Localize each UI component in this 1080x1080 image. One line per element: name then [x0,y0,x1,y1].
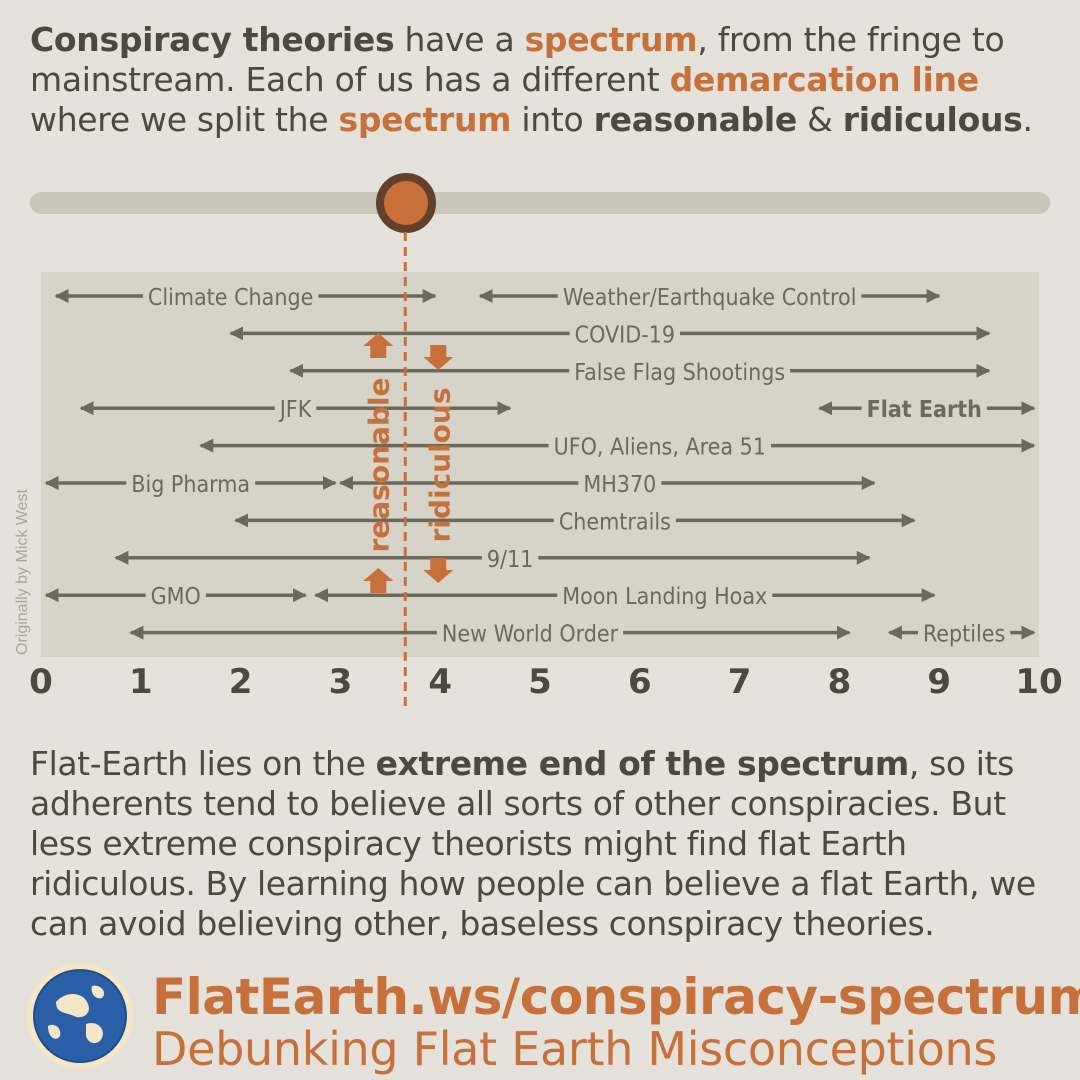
arrow-up-icon [363,568,394,593]
range-false-flag-shootings: False Flag Shootings [289,360,991,386]
chart-panel [41,272,1039,657]
conspiracy-spectrum-chart: Climate Change Weather/Earthquake Control… [29,232,1063,712]
x-tick-label: 1 [129,662,153,702]
range-label: False Flag Shootings [574,360,785,386]
globe-icon [27,963,133,1069]
x-tick-label: 10 [1015,662,1062,702]
range-reptiles: Reptiles [887,622,1036,648]
range-moon-landing-hoax: Moon Landing Hoax [314,584,936,610]
range-label: Reptiles [923,622,1005,648]
arrow-down-icon [423,558,454,583]
range-label: Chemtrails [559,509,671,535]
range-label: Flat Earth [867,397,982,423]
range-gmo: GMO [44,584,307,610]
intro-t9: reasonable [593,100,798,139]
range-label: JFK [278,397,312,423]
range-chemtrails: Chemtrails [234,509,916,535]
arrow-up-icon [363,333,394,358]
range-label: 9/11 [487,547,533,573]
range-big-pharma: Big Pharma [44,472,337,498]
range-jfk: JFK [79,397,512,423]
intro-t3: spectrum [524,20,698,59]
range-label: New World Order [442,622,619,648]
demarcation-slider-knob[interactable] [376,173,436,233]
range-label: Big Pharma [131,472,250,498]
x-tick-label: 9 [927,662,951,702]
intro-t10: & [796,100,843,139]
intro-t12: . [1022,100,1033,139]
intro-t5: demarcation line [669,60,980,99]
x-tick-label: 3 [329,662,353,702]
range-label: UFO, Aliens, Area 51 [554,435,766,461]
credit-text: Originally by Mick West [14,489,31,655]
body-paragraph: Flat-Earth lies on the extreme end of th… [30,744,1060,944]
footer-subtitle: Debunking Flat Earth Misconceptions [152,1022,998,1076]
x-tick-label: 5 [528,662,552,702]
range-label: Weather/Earthquake Control [563,285,857,311]
intro-t6: where we split the [30,100,339,139]
footer-url-link[interactable]: FlatEarth.ws/conspiracy-spectrum [152,968,1080,1026]
range-label: GMO [151,584,201,610]
x-tick-label: 2 [229,662,253,702]
range-label: COVID-19 [575,322,675,348]
body-b1: Flat-Earth lies on the [30,744,376,783]
arrow-down-icon [423,345,454,370]
intro-t11: ridiculous [842,100,1023,139]
range-ufo-aliens-area-51: UFO, Aliens, Area 51 [199,435,1036,461]
range-label: MH370 [583,472,656,498]
intro-t7: spectrum [338,100,512,139]
reasonable-label: reasonable [362,377,395,552]
range-covid-19: COVID-19 [229,322,991,348]
body-b2: extreme end of the spectrum [375,744,910,783]
range-9-11: 9/11 [114,547,871,573]
intro-t8: into [511,100,594,139]
range-mh370: MH370 [338,472,876,498]
intro-t2: have a [394,20,525,59]
intro-t1: Conspiracy theories [30,20,395,59]
intro-paragraph: Conspiracy theories have a spectrum, fro… [30,20,1060,140]
x-tick-label: 4 [428,662,452,702]
range-label: Moon Landing Hoax [562,584,767,610]
x-tick-label: 8 [828,662,852,702]
x-tick-label: 6 [628,662,652,702]
range-weather-earthquake-control: Weather/Earthquake Control [478,285,941,311]
range-new-world-order: New World Order [129,622,851,648]
range-climate-change: Climate Change [54,285,437,311]
range-label: Climate Change [148,285,313,311]
intro-t4: , from the fringe to mainstream. Each of… [30,20,1005,99]
x-tick-label: 0 [29,662,53,702]
x-tick-label: 7 [728,662,752,702]
ridiculous-label: ridiculous [423,387,456,542]
spectrum-slider-track[interactable] [30,192,1050,214]
body-b3: , so its adherents tend to believe all s… [30,744,1036,943]
range-flat-earth: Flat Earth [818,397,1036,423]
